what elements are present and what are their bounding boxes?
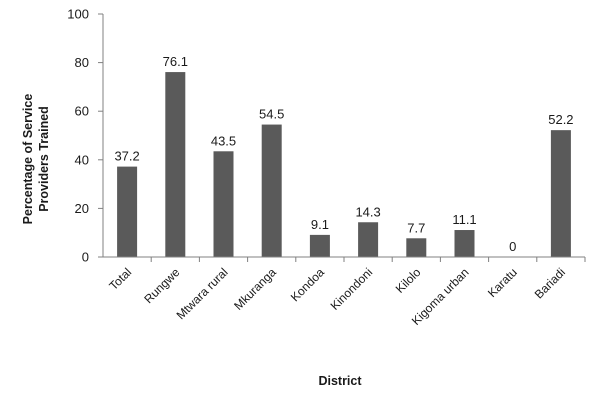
data-label: 54.5 <box>259 107 284 122</box>
x-axis-title: District <box>318 374 362 388</box>
data-label: 0 <box>509 239 516 254</box>
data-label: 7.7 <box>407 220 425 235</box>
bar <box>309 234 330 257</box>
y-axis-title: Percentage of Service Providers Trained <box>21 94 51 225</box>
data-label: 9.1 <box>311 217 329 232</box>
data-label: 14.3 <box>355 204 380 219</box>
y-tick-label: 100 <box>67 7 89 22</box>
x-tick-label: Kilolo <box>393 265 424 296</box>
y-tick-label: 40 <box>75 152 89 167</box>
x-tick-label: Rungwe <box>141 265 182 306</box>
bar <box>406 238 427 257</box>
bar <box>261 124 282 257</box>
y-axis-title-line-1: Percentage of Service <box>21 94 35 225</box>
y-tick-label: 20 <box>75 201 89 216</box>
data-label: 11.1 <box>452 212 476 227</box>
x-tick-label: Kinondoni <box>328 265 376 313</box>
data-label: 76.1 <box>163 54 188 69</box>
y-tick-label: 80 <box>75 55 89 70</box>
x-tick-label: Bariadi <box>532 265 568 301</box>
data-label: 43.5 <box>211 133 236 148</box>
bar <box>454 230 475 257</box>
y-tick-label: 60 <box>75 104 89 119</box>
x-tick-label: Karatu <box>485 265 520 300</box>
bar <box>358 222 379 257</box>
x-tick-label: Total <box>106 265 134 293</box>
y-tick-label: 0 <box>82 250 89 265</box>
bar <box>213 151 234 257</box>
bar <box>117 166 138 257</box>
y-axis-title-line-2: Providers Trained <box>37 106 51 212</box>
data-label: 37.2 <box>114 149 139 164</box>
bar <box>165 72 186 258</box>
x-tick-label: Kondoa <box>288 265 327 304</box>
x-tick-label: Mtwara rural <box>174 265 231 322</box>
bar <box>550 130 571 257</box>
data-label: 52.2 <box>548 112 573 127</box>
x-tick-label: Mkuranga <box>231 265 279 313</box>
